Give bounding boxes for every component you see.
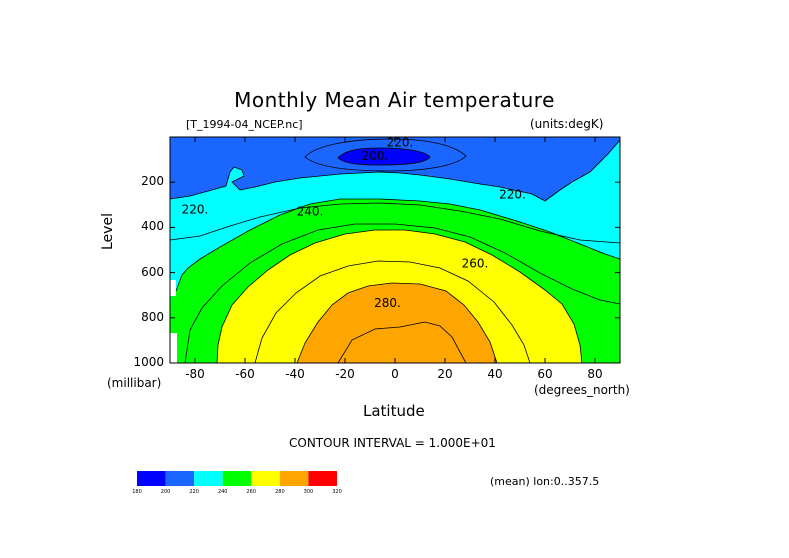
contour-label: 280. [374,296,401,310]
colorbar-swatch [137,471,166,486]
y-tick-label: 1000 [133,355,164,369]
y-tick-label: 400 [141,219,164,234]
contour-label: 220. [499,188,526,202]
y-axis-label: Level [100,213,116,250]
contour-line-210 [304,138,467,172]
contour-fill-regions [170,137,620,363]
colorbar-swatch [308,471,337,486]
missing-region-3 [170,265,175,279]
contour-label: 220. [387,136,414,150]
contour-lines [170,138,620,363]
colorbar-level-label: 220 [189,489,199,495]
colorbar-swatch [222,471,252,486]
x-axis-unit: (degrees_north) [534,383,630,397]
contour-label: 200. [362,149,389,163]
colorbar-swatch [165,471,195,486]
contour-line-250 [184,223,620,363]
x-tick-label: -20 [335,367,355,381]
x-tick-label: 60 [537,367,553,381]
x-tick-label: -40 [285,367,305,381]
missing-region-1 [170,333,177,363]
contour-line-220 [170,139,620,202]
y-tick-marks [170,181,620,364]
x-tick-label: -80 [185,367,205,381]
chart-title: Monthly Mean Air temperature [234,88,555,112]
units-label: (units:degK) [530,117,604,131]
colorbar-swatch [279,471,309,486]
colorbar-level-label: 300 [304,489,314,495]
region-280-300 [297,283,497,363]
x-tick-label: 0 [391,367,399,381]
y-tick-label: 200 [141,174,164,189]
x-tick-marks [194,137,596,363]
colorbar-swatch [251,471,280,486]
mean-label: (mean) lon:0..357.5 [490,475,600,488]
x-tick-label: 20 [437,367,453,381]
contour-label: 260. [462,257,489,271]
contour-interval-label: CONTOUR INTERVAL = 1.000E+01 [289,436,496,450]
contour-line-230 [170,202,620,244]
contour-line-280 [296,282,498,363]
contour-line-290 [337,321,467,363]
colorbar-level-label: 240 [218,489,228,495]
x-tick-label: -60 [235,367,255,381]
contour-line-240 [175,198,620,292]
contour-label: 220. [182,202,209,216]
y-axis-unit: (millibar) [107,376,162,390]
x-tick-label: 40 [487,367,503,381]
x-tick-label: 80 [587,367,603,381]
missing-region-2 [170,280,176,296]
colorbar-level-label: 180 [132,489,142,495]
contour-line-270 [254,260,531,363]
contour-line-200 [337,147,431,166]
y-tick-label: 600 [141,264,164,279]
region-180-200 [338,148,430,165]
colorbar-level-label: 200 [161,489,171,495]
region-200-220 [170,137,620,201]
x-axis-label: Latitude [363,402,425,420]
file-label: [T_1994-04_NCEP.nc] [186,118,303,131]
colorbar-swatch [194,471,223,486]
y-tick-label: 800 [141,309,164,324]
colorbar-level-label: 320 [332,489,342,495]
colorbar: 180 200 220 240 260 280 300 320 [132,471,342,495]
colorbar-level-label: 280 [275,489,285,495]
contour-labels: 220. 240.220.200.260.280.220. [182,136,526,310]
colorbar-level-label: 260 [247,489,257,495]
contour-line-260 [216,229,583,363]
contour-label: 240. [297,205,324,219]
